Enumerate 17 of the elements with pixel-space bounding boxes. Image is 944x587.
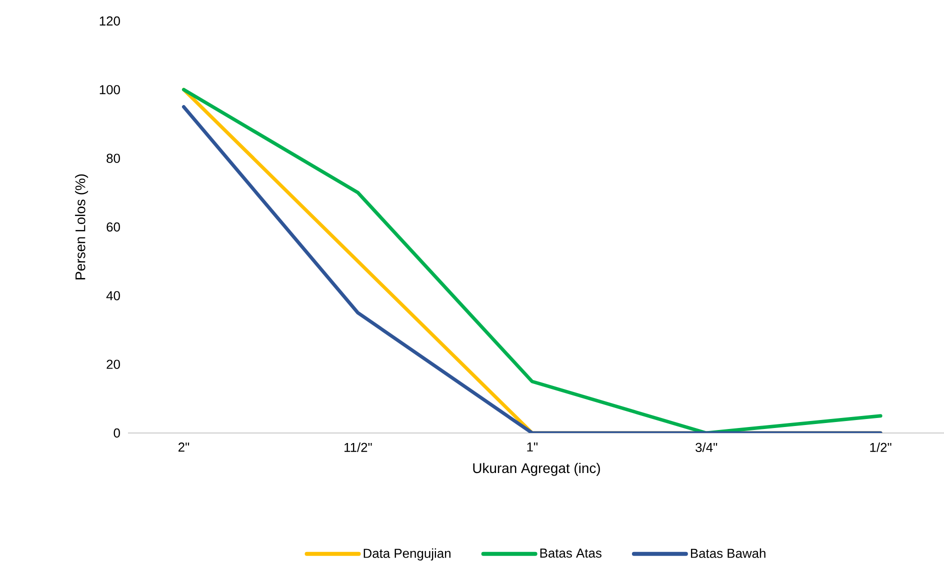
legend-label: Batas Atas [540, 548, 602, 558]
y-tick-label: 80 [106, 154, 120, 163]
x-tick-label: 2" [178, 442, 190, 452]
x-axis-title: Ukuran Agregat (inc) [473, 462, 600, 476]
y-tick-label: 20 [106, 360, 120, 369]
y-tick-label: 40 [106, 291, 120, 300]
x-tick-label: 1/2" [870, 442, 892, 452]
y-tick-label: 100 [100, 85, 120, 94]
y-tick-label: 0 [114, 428, 120, 438]
legend-label: Batas Bawah [690, 548, 766, 558]
y-axis-title: Persen Lolos (%) [75, 174, 88, 280]
legend-label: Data Pengujian [364, 548, 450, 560]
y-tick-label: 120 [100, 16, 120, 26]
x-tick-label: 1" [527, 442, 538, 452]
x-tick-label: 11/2" [344, 442, 372, 452]
y-tick-label: 60 [106, 222, 120, 232]
x-tick-label: 3/4" [696, 442, 718, 452]
